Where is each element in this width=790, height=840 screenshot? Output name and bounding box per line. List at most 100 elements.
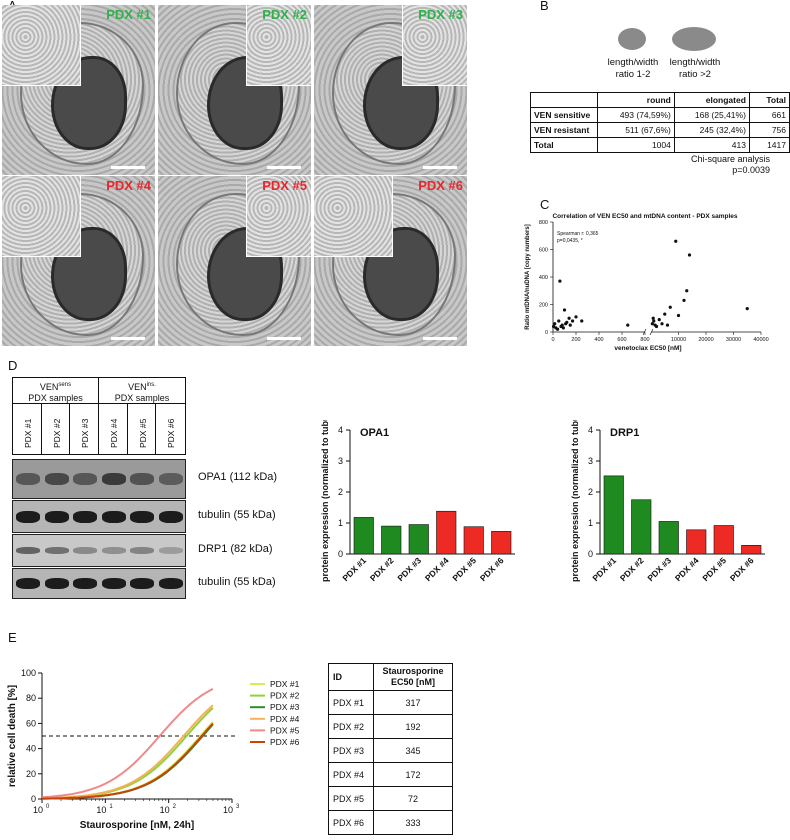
em-image-tile: PDX #6	[314, 176, 467, 346]
blot-band	[101, 547, 126, 554]
round-label-line2: ratio 1-2	[615, 69, 651, 80]
elongated-label-line1: length/width	[669, 57, 721, 68]
scatter-point	[665, 323, 670, 327]
ec50-header: Staurosporine EC50 [nM]	[373, 663, 453, 691]
x-axis-label: Staurosporine [nM, 24h]	[80, 820, 194, 831]
y-tick-label: 80	[26, 693, 36, 703]
table-cell: 661	[748, 107, 790, 123]
x-tick-label: 30000	[726, 337, 741, 343]
scatter-point	[558, 279, 562, 283]
chi-square-label: Chi-square analysis	[690, 154, 770, 164]
y-tick-label: 200	[539, 303, 548, 309]
ec50-header-line2: EC50 [nM]	[390, 677, 435, 687]
bar	[408, 524, 429, 555]
x-category-label: PDX #3	[645, 555, 673, 583]
panel-c-letter: C	[540, 197, 550, 212]
em-zoom-inset	[2, 176, 81, 257]
bar	[381, 525, 402, 555]
em-tile-label: PDX #2	[262, 7, 307, 22]
scatter-point	[553, 322, 557, 326]
x-category-label: PDX #1	[340, 555, 368, 583]
legend-label: PDX #6	[270, 737, 300, 747]
bar	[491, 531, 512, 555]
chart-title: Correlation of VEN EC50 and mtDNA conten…	[552, 213, 737, 220]
table-cell: 493 (74,59%)	[597, 107, 675, 123]
series-curve	[41, 688, 214, 799]
table-cell: VEN resistant	[529, 122, 599, 138]
blot-strip	[12, 568, 186, 599]
table-cell: PDX #5	[328, 786, 374, 811]
blot-band	[73, 473, 97, 485]
em-image-tile: PDX #5	[158, 176, 311, 346]
blot-label: DRP1 (82 kDa)	[198, 542, 273, 555]
blot-band	[101, 510, 126, 523]
ec50-table: ID Staurosporine EC50 [nM] PDX #1 317 PDX #2 1…	[328, 663, 453, 835]
lane-cell: PDX #6	[156, 404, 185, 454]
table-cell: PDX #2	[328, 714, 374, 739]
lane-cell: PDX #5	[128, 404, 157, 454]
round-label-line1: length/width	[607, 57, 659, 68]
y-axis-label: Ratio mtDNA/nuDNA [copy numbers]	[525, 224, 531, 329]
blot-label: OPA1 (112 kDa)	[198, 471, 278, 483]
y-tick-label: 4	[588, 425, 593, 435]
y-axis-label: relative cell death [%]	[7, 685, 18, 787]
ven-ins-title: VEN	[128, 382, 147, 392]
em-scale-bar	[111, 166, 145, 169]
table-cell: 172	[373, 762, 453, 787]
lane-header-box: VENsens PDX samples VENins. PDX samples …	[12, 377, 186, 455]
bar	[658, 521, 679, 555]
em-zoom-inset	[2, 5, 81, 86]
ec50-header-line1: Staurosporine	[382, 666, 444, 676]
table-cell: PDX #6	[328, 810, 374, 835]
em-zoom-inset	[246, 176, 311, 257]
p-value-label: p=0.0039	[732, 165, 770, 175]
scatter-point	[551, 324, 556, 329]
y-tick-label: 20	[26, 769, 36, 779]
bar	[686, 529, 707, 555]
table-header-cell	[529, 92, 599, 108]
x-tick-label: 10	[96, 805, 106, 815]
scatter-point	[556, 327, 560, 331]
blot-band	[73, 578, 97, 589]
lane-label: PDX #3	[80, 418, 91, 448]
ven-sensitive-header: VENsens PDX samples	[13, 378, 99, 404]
em-scale-bar	[267, 166, 301, 169]
table-row: PDX #3 345	[328, 738, 453, 763]
bar-chart-title: OPA1	[360, 427, 389, 439]
scatter-point	[570, 319, 575, 323]
table-header-cell: round	[597, 92, 675, 108]
cell-shape-table: round elongated Total VEN sensitive 493 (74,…	[529, 92, 790, 153]
em-zoom-inset	[246, 5, 311, 86]
y-tick-label: 400	[539, 275, 548, 281]
lane-cell: PDX #2	[42, 404, 71, 454]
table-cell: 511 (67,6%)	[597, 122, 675, 138]
scatter-point	[574, 315, 578, 319]
blot-band	[16, 547, 40, 554]
lane-cell: PDX #1	[13, 404, 42, 454]
blot-band	[130, 547, 154, 554]
y-tick-label: 0	[588, 549, 593, 559]
blot-band	[130, 510, 154, 523]
table-cell: 345	[373, 738, 453, 763]
table-row: PDX #4 172	[328, 762, 453, 787]
x-tick-label: 0	[551, 337, 554, 343]
em-tile-label: PDX #4	[106, 178, 151, 193]
round-shape-label: length/width ratio 1-2	[598, 57, 668, 81]
table-cell: 333	[373, 810, 453, 835]
scatter-point	[560, 323, 564, 327]
blot-band	[101, 578, 126, 589]
em-zoom-inset	[402, 5, 467, 86]
scatter-point	[650, 322, 654, 326]
lane-label: PDX #5	[137, 418, 148, 448]
blot-band	[73, 547, 97, 554]
table-cell: 317	[373, 690, 453, 715]
lane-label: PDX #2	[51, 418, 62, 448]
scatter-point	[657, 318, 661, 322]
table-row: Total 1004 413 1417	[529, 137, 790, 153]
axis-break-mark	[649, 328, 654, 336]
ven-insensitive-header: VENins. PDX samples	[99, 378, 185, 404]
opa1-bar-chart: OPA1 0 1 2 3 4 protein expression (normalized …	[320, 420, 515, 583]
blot-band	[16, 510, 40, 523]
x-tick-label: 10	[33, 805, 43, 815]
